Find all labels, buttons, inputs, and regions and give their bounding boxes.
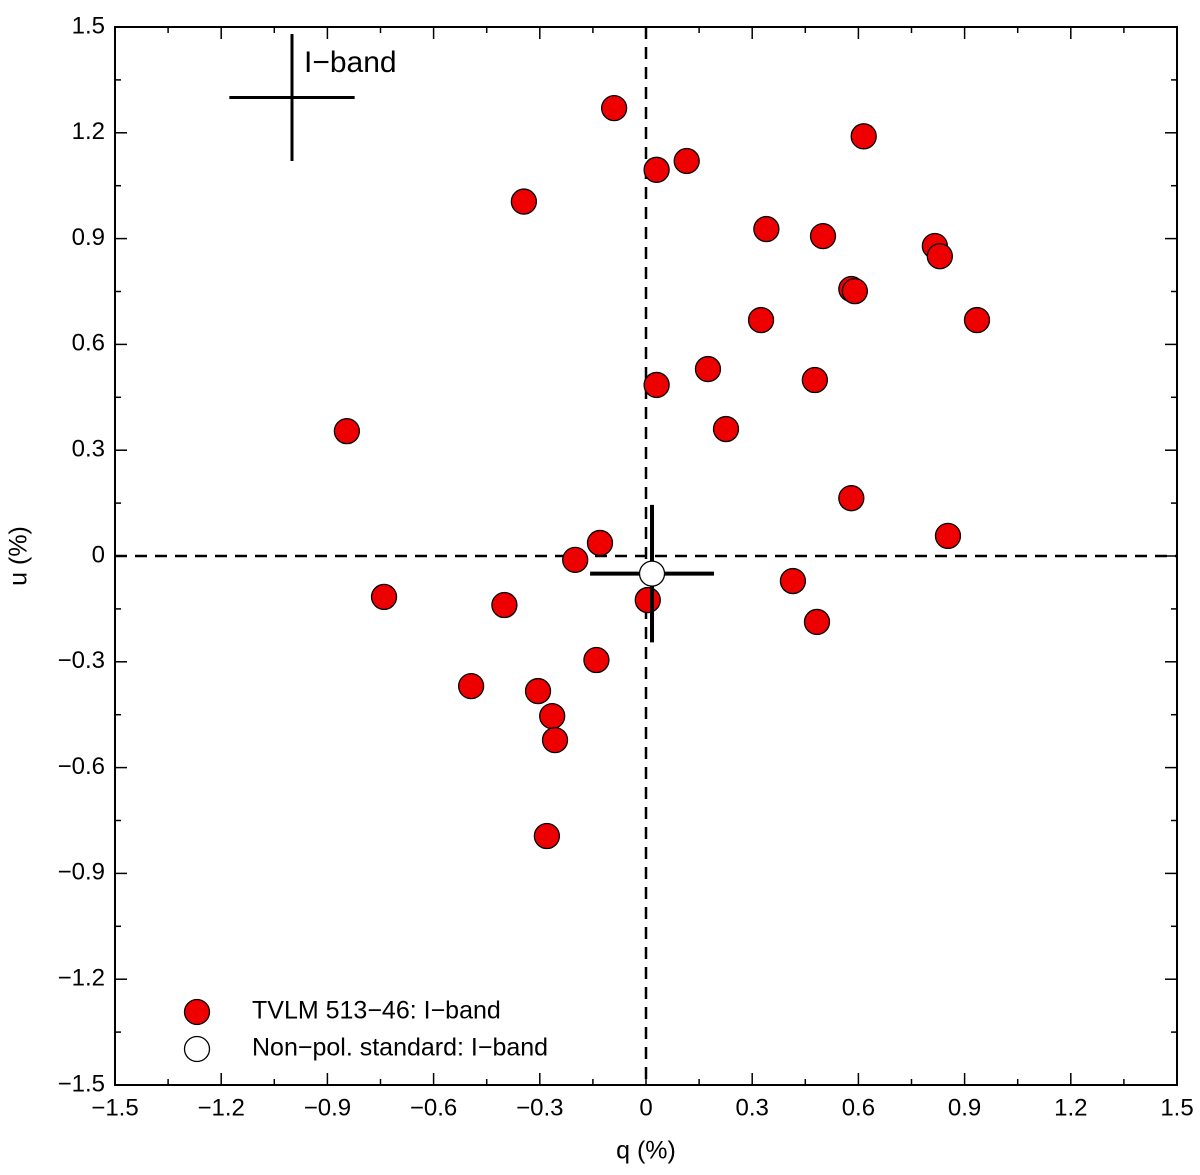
x-tick-label: 1.2 xyxy=(1054,1094,1087,1121)
point xyxy=(586,529,614,557)
y-tick-label: 1.2 xyxy=(72,118,105,145)
x-tick-label: 0.6 xyxy=(842,1094,875,1121)
point xyxy=(333,418,361,445)
point xyxy=(694,355,722,383)
y-tick-label: 0 xyxy=(92,541,105,568)
y-tick-label: −0.9 xyxy=(58,859,105,886)
point xyxy=(753,215,780,243)
point xyxy=(510,188,538,215)
point xyxy=(643,371,670,399)
x-tick-label: −0.9 xyxy=(304,1094,351,1121)
legend-label: TVLM 513−46: I−band xyxy=(252,997,501,1025)
point xyxy=(539,702,566,730)
point xyxy=(712,415,740,443)
x-tick-label: −1.2 xyxy=(198,1094,245,1121)
x-tick-label: 0 xyxy=(639,1094,652,1121)
legend-marker xyxy=(183,1035,211,1063)
legend-label: Non−pol. standard: I−band xyxy=(252,1034,548,1062)
x-tick-label: −1.5 xyxy=(91,1094,138,1121)
y-tick-label: 0.6 xyxy=(72,330,105,357)
point xyxy=(934,522,962,550)
x-tick-label: 0.3 xyxy=(736,1094,769,1121)
point xyxy=(370,583,398,611)
point xyxy=(491,591,518,619)
point xyxy=(809,222,837,250)
point xyxy=(838,485,865,512)
x-tick-label: 1.5 xyxy=(1160,1094,1193,1121)
point xyxy=(841,277,869,305)
point xyxy=(850,123,877,150)
y-tick-label: −1.2 xyxy=(58,965,105,992)
point xyxy=(673,147,700,175)
point xyxy=(963,306,991,334)
legend-marker xyxy=(183,998,211,1026)
x-tick-label: −0.3 xyxy=(516,1094,563,1121)
point xyxy=(562,546,589,574)
point xyxy=(541,726,569,754)
x-axis-label: q (%) xyxy=(616,1137,676,1165)
point xyxy=(600,94,628,122)
y-tick-label: 0.3 xyxy=(72,436,105,463)
point xyxy=(643,156,670,183)
y-tick-label: −1.5 xyxy=(58,1070,105,1097)
annotation: I−band xyxy=(304,46,397,79)
point xyxy=(747,306,775,334)
point xyxy=(803,608,831,636)
y-tick-label: −0.3 xyxy=(58,647,105,674)
point xyxy=(638,560,666,587)
point xyxy=(779,567,807,595)
y-tick-label: −0.6 xyxy=(58,753,105,780)
plot-frame xyxy=(114,26,1178,1086)
x-tick-label: 0.9 xyxy=(948,1094,981,1121)
point xyxy=(801,366,829,394)
point xyxy=(457,672,485,700)
point xyxy=(926,243,953,270)
point xyxy=(583,646,610,674)
point xyxy=(634,586,661,614)
y-tick-label: 1.5 xyxy=(72,12,105,39)
y-tick-label: 0.9 xyxy=(72,224,105,251)
point xyxy=(524,677,552,705)
point xyxy=(533,822,561,850)
x-tick-label: −0.6 xyxy=(410,1094,457,1121)
y-axis-label: u (%) xyxy=(5,526,33,586)
